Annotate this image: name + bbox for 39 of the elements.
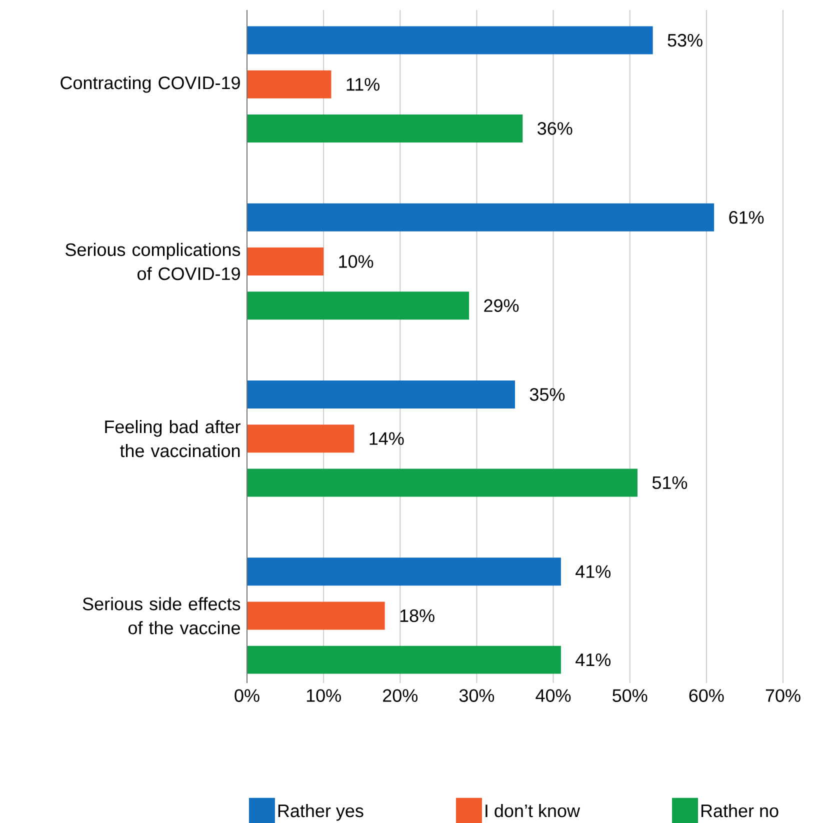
x-tick-label: 60% [689,689,724,702]
data-label: 41% [576,565,611,578]
bar [247,602,385,630]
x-tick-label: 50% [612,689,648,702]
bar [247,292,470,320]
y-tick-label: Feeling bad after the vaccination [105,420,240,458]
data-label: 11% [346,78,380,91]
x-tick-label: 20% [383,689,418,702]
data-label: 10% [339,255,374,268]
bar [247,70,332,98]
bar [247,558,561,586]
bar [247,424,354,453]
data-label: 29% [484,299,519,312]
y-tick-label: Contracting COVID-19 [60,76,240,93]
y-tick-label: Serious complications of COVID-19 [66,242,240,280]
bar [247,380,516,408]
legend-label: Rather no [701,804,778,818]
y-tick-label: Serious side effects of the vaccine [82,597,240,634]
x-tick-label: 0% [234,689,260,702]
data-label: 35% [530,388,565,401]
legend-label: I don’t know [486,804,580,818]
x-tick-label: 70% [766,689,800,702]
x-tick-label: 30% [459,689,494,702]
bar [247,468,638,497]
bar [247,114,523,142]
data-label: 18% [400,609,434,622]
data-label: 36% [538,122,572,135]
bar [247,248,324,276]
x-tick-label: 10% [306,689,341,702]
data-label: 61% [729,211,764,224]
bar [247,203,714,232]
bar [247,646,561,674]
legend-label: Rather yes [278,804,364,821]
data-label: 14% [370,432,404,445]
data-label: 53% [668,34,702,47]
x-tick-label: 40% [536,689,571,702]
data-label: 51% [652,476,688,490]
data-label: 41% [576,654,611,666]
bar [247,26,653,54]
